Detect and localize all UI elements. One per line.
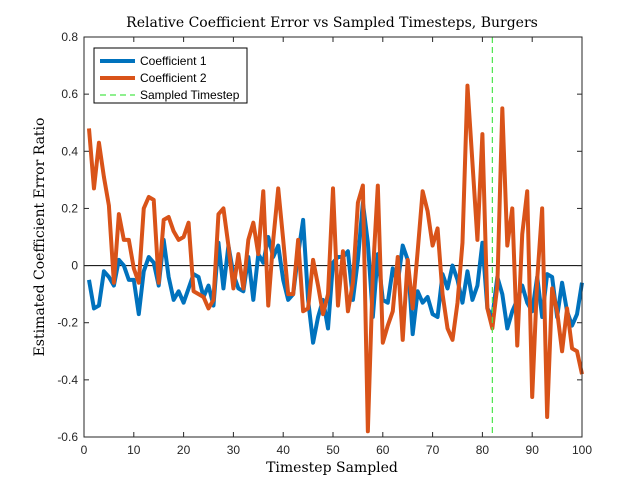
y-tick-label: -0.2 [57,316,78,330]
legend-box [93,47,248,104]
axes: 0 10 20 30 40 50 60 70 80 90 100 -0.6 -0.4 -0.2 0 0.2 0.… [57,30,592,457]
x-axis-label: Timestep Sampled [266,460,398,476]
x-tick-label: 10 [127,443,141,457]
legend-label-sampled-timestep: Sampled Timestep [140,88,240,102]
x-tick-label: 0 [81,443,88,457]
y-tick-label: 0.6 [61,87,78,101]
x-tick-label: 50 [326,443,340,457]
legend-label-coefficient-1: Coefficient 1 [140,54,207,68]
x-tick-label: 30 [227,443,241,457]
x-tick-label: 60 [376,443,390,457]
y-axis-label: Estimated Coefficient Error Ratio [32,118,48,357]
y-tick-label: -0.6 [57,430,78,444]
y-tick-label: 0.2 [61,201,78,215]
x-tick-label: 90 [526,443,540,457]
x-tick-label: 100 [572,443,592,457]
legend-label-coefficient-2: Coefficient 2 [140,71,207,85]
legend: Coefficient 1 Coefficient 2 Sampled Time… [93,47,248,104]
x-tick-label: 20 [177,443,191,457]
y-tick-label: -0.4 [57,373,78,387]
chart-title: Relative Coefficient Error vs Sampled Ti… [126,15,538,31]
y-tick-label: 0 [71,259,78,273]
series-line-coefficient-2 [86,83,584,434]
x-tick-label: 70 [426,443,440,457]
x-tick-label: 80 [476,443,490,457]
plot-area [84,37,584,437]
y-tick-label: 0.8 [61,30,78,44]
x-tick-label: 40 [277,443,291,457]
y-tick-label: 0.4 [61,144,78,158]
